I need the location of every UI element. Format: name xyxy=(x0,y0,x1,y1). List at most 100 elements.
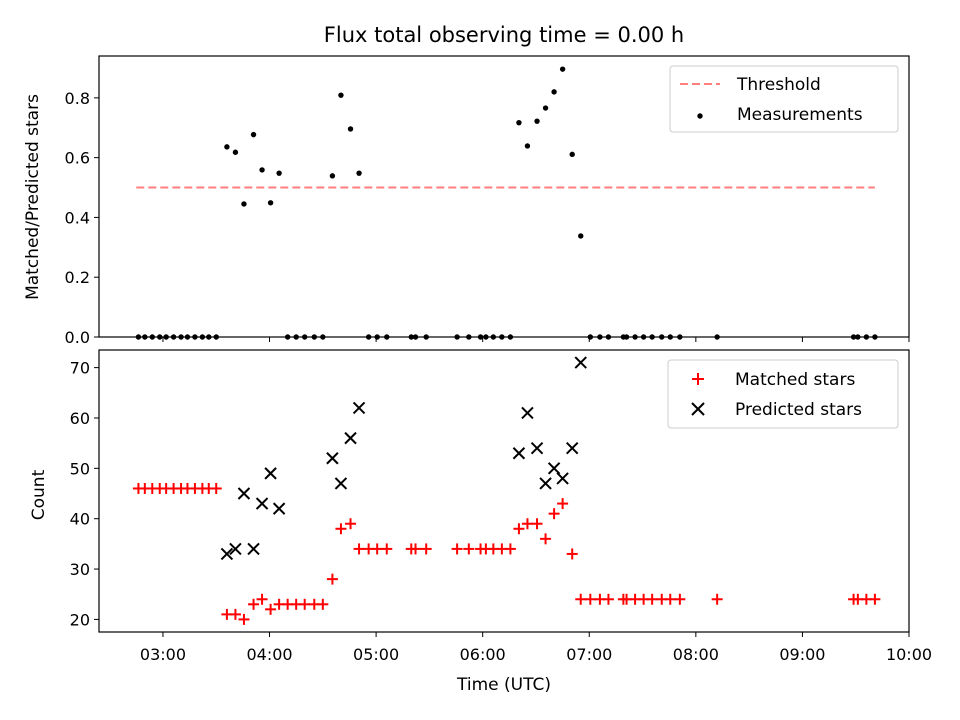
measurements-legend-swatch xyxy=(697,113,703,119)
top-ylabel: Matched/Predicted stars xyxy=(23,94,43,300)
bottom-ytick-labels: 20 30 40 50 60 70 xyxy=(70,359,99,629)
bottom-ytick-label: 20 xyxy=(70,610,90,629)
bottom-points-layer xyxy=(132,356,881,625)
matched-point xyxy=(504,543,516,555)
measurement-point xyxy=(232,149,239,155)
matched-point xyxy=(335,523,347,535)
predicted-point xyxy=(566,441,579,455)
measurement-point xyxy=(516,119,522,126)
matched-point xyxy=(674,593,686,605)
bottom-xtick-label: 09:00 xyxy=(779,645,825,664)
top-ytick-label: 0.6 xyxy=(65,149,90,168)
predicted-point xyxy=(574,356,587,369)
bottom-xtick-label: 03:00 xyxy=(140,645,186,664)
matched-point xyxy=(711,593,723,605)
threshold-legend-label: Threshold xyxy=(736,75,821,95)
top-legend-box xyxy=(669,65,899,133)
predicted-point xyxy=(237,487,251,500)
bottom-panel: 20 30 40 50 60 70 03:00 04:00 05:00 06:00 07:00 08… xyxy=(29,349,932,695)
matched-point xyxy=(256,593,268,605)
matched-point xyxy=(513,523,525,535)
matched-point xyxy=(869,593,881,605)
top-legend: Threshold Measurements xyxy=(669,65,899,133)
predicted-point xyxy=(255,497,269,510)
figure-title: Flux total observing time = 0.00 h xyxy=(324,23,684,47)
matched-point xyxy=(229,608,241,620)
matched-point xyxy=(410,543,422,555)
bottom-ytick-label: 70 xyxy=(70,359,90,378)
matched-point xyxy=(451,543,463,555)
predicted-point xyxy=(326,452,339,465)
predicted-point xyxy=(229,542,242,556)
matched-point xyxy=(317,598,329,610)
bottom-ytick-label: 60 xyxy=(70,409,90,428)
measurement-point xyxy=(551,89,557,95)
matched-point xyxy=(646,593,658,605)
bottom-xtick-label: 10:00 xyxy=(886,645,932,664)
matched-point xyxy=(521,518,533,530)
bottom-ytick-label: 50 xyxy=(70,459,90,478)
bottom-ylabel: Count xyxy=(29,469,49,520)
predicted-point xyxy=(547,462,561,475)
matched-point xyxy=(463,543,475,555)
predicted-legend-label: Predicted stars xyxy=(735,400,862,420)
matched-point xyxy=(381,543,393,555)
predicted-point xyxy=(521,406,534,420)
matched-point xyxy=(210,482,222,494)
matched-point xyxy=(602,593,614,605)
matched-legend-swatch xyxy=(692,373,704,385)
matched-point xyxy=(557,498,569,510)
bottom-ytick-label: 40 xyxy=(70,510,90,529)
measurement-point xyxy=(578,233,584,239)
measurement-point xyxy=(329,173,336,179)
bottom-xtick-label: 07:00 xyxy=(566,645,612,664)
measurement-point xyxy=(338,92,344,98)
predicted-point xyxy=(344,431,357,445)
matched-point xyxy=(548,508,560,520)
measurement-point xyxy=(542,105,549,111)
predicted-point xyxy=(539,477,552,490)
predicted-point xyxy=(334,477,348,490)
top-ytick-label: 0.2 xyxy=(65,268,90,287)
predicted-point xyxy=(220,547,234,561)
predicted-point xyxy=(512,447,526,460)
measurement-point xyxy=(276,170,282,176)
measurement-point xyxy=(356,170,362,176)
matched-point xyxy=(238,613,250,625)
measurement-point xyxy=(267,200,274,206)
matched-point xyxy=(299,598,311,610)
matched-point xyxy=(371,543,383,555)
predicted-point xyxy=(272,502,286,515)
matched-point xyxy=(326,573,338,585)
matched-point xyxy=(345,518,357,530)
matched-point xyxy=(531,518,543,530)
top-xticks xyxy=(162,337,910,342)
bottom-xtick-label: 04:00 xyxy=(246,645,292,664)
measurement-point xyxy=(347,126,354,132)
measurement-point xyxy=(534,118,540,124)
bottom-legend: Matched stars Predicted stars xyxy=(667,359,899,429)
measurement-point xyxy=(259,167,265,173)
predicted-point xyxy=(530,441,544,455)
bottom-xtick-label: 08:00 xyxy=(673,645,719,664)
measurement-point xyxy=(559,66,566,72)
matched-point xyxy=(540,533,552,545)
matched-point xyxy=(420,543,432,555)
measurement-point xyxy=(241,201,247,207)
bottom-xlabel: Time (UTC) xyxy=(456,675,551,695)
bottom-xtick-label: 05:00 xyxy=(353,645,399,664)
matched-point xyxy=(584,593,596,605)
predicted-point xyxy=(556,472,569,485)
top-panel: 0.00.20.40.60.8 Matched/Predicted stars … xyxy=(23,55,910,347)
matched-point xyxy=(575,593,587,605)
top-axes-frame xyxy=(98,55,910,338)
matched-point xyxy=(265,603,277,615)
top-ytick-labels: 0.0 0.2 0.4 0.6 0.8 xyxy=(65,89,99,347)
matched-legend-label: Matched stars xyxy=(735,370,855,390)
predicted-point xyxy=(352,401,366,415)
bottom-xtick-label: 06:00 xyxy=(460,645,506,664)
measurement-point xyxy=(224,144,230,150)
predicted-legend-swatch xyxy=(691,402,705,416)
measurement-point xyxy=(569,151,575,158)
measurement-point xyxy=(250,131,257,138)
